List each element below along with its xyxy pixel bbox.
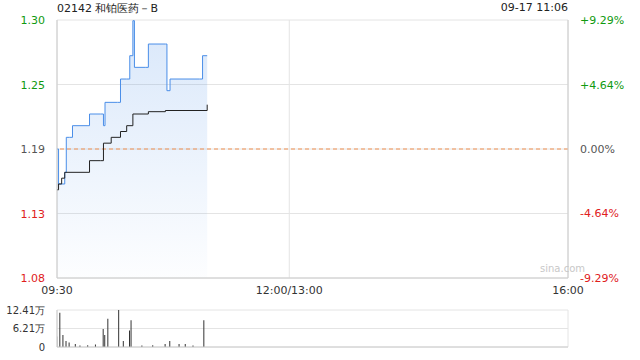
- svg-text:12:00/13:00: 12:00/13:00: [256, 284, 323, 297]
- svg-text:1.08: 1.08: [21, 272, 46, 285]
- svg-text:6.21万: 6.21万: [13, 323, 45, 334]
- html-text:sina.com: sina.com: [540, 263, 585, 274]
- svg-text:12.41万: 12.41万: [6, 305, 45, 316]
- svg-text:1.30: 1.30: [21, 14, 46, 27]
- svg-text:1.13: 1.13: [21, 208, 46, 221]
- html-text:02142 和铂医药－B: 02142 和铂医药－B: [57, 2, 158, 15]
- svg-text:09:30: 09:30: [41, 284, 73, 297]
- svg-text:-4.64%: -4.64%: [580, 207, 619, 220]
- svg-text:-9.29%: -9.29%: [580, 272, 619, 285]
- svg-text:0.00%: 0.00%: [580, 143, 615, 156]
- svg-text:+9.29%: +9.29%: [580, 14, 624, 27]
- svg-text:+4.64%: +4.64%: [580, 79, 624, 92]
- html-text:09-17 11:06: 09-17 11:06: [500, 1, 568, 14]
- svg-text:1.19: 1.19: [21, 143, 46, 156]
- svg-text:1.25: 1.25: [21, 79, 46, 92]
- svg-text:0: 0: [39, 342, 45, 353]
- svg-text:16:00: 16:00: [552, 284, 584, 297]
